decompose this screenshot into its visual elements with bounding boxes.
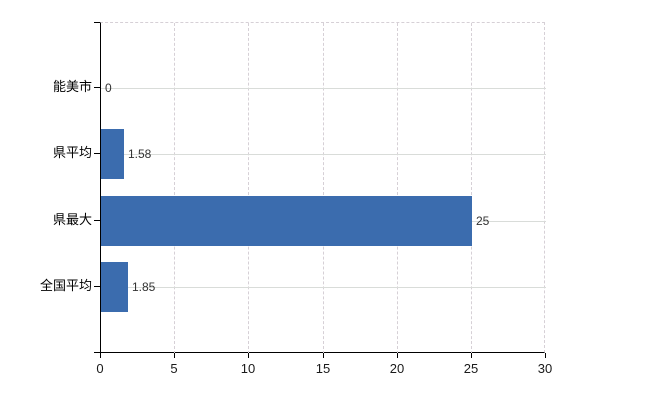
vertical-gridline — [471, 23, 472, 354]
bar-value-label: 1.85 — [132, 280, 156, 294]
y-axis-tick — [94, 87, 100, 88]
vertical-gridline — [397, 23, 398, 354]
y-axis-tick — [94, 286, 100, 287]
x-axis-tick — [471, 353, 472, 358]
vertical-gridline — [174, 23, 175, 354]
bar-value-label: 0 — [105, 81, 112, 95]
plot-area: 0 1.58 25 1.85 — [100, 22, 546, 354]
category-label: 全国平均 — [39, 278, 92, 293]
bar — [101, 129, 124, 179]
horizontal-gridline — [101, 154, 546, 155]
vertical-gridline — [323, 23, 324, 354]
x-axis-tick — [545, 353, 546, 358]
vertical-gridline — [248, 23, 249, 354]
x-axis-tick — [174, 353, 175, 358]
horizontal-gridline — [101, 88, 546, 89]
x-axis-tick-label: 5 — [170, 361, 178, 376]
x-axis-tick-label: 30 — [537, 361, 553, 376]
bar — [101, 196, 472, 246]
x-axis-tick — [248, 353, 249, 358]
bar-value-label: 25 — [476, 214, 490, 228]
category-label: 能美市 — [52, 79, 92, 94]
horizontal-gridline — [101, 287, 546, 288]
y-axis-tick — [94, 153, 100, 154]
x-axis-tick-label: 20 — [389, 361, 405, 376]
x-axis-tick — [323, 353, 324, 358]
category-label: 県平均 — [52, 145, 92, 160]
y-axis-tick — [94, 220, 100, 221]
x-axis-tick-label: 10 — [240, 361, 256, 376]
bar — [101, 262, 128, 312]
x-axis-tick-label: 25 — [463, 361, 479, 376]
x-axis-tick-label: 0 — [96, 361, 104, 376]
x-axis-tick — [100, 353, 101, 358]
x-axis-tick-label: 15 — [315, 361, 331, 376]
y-axis-end-tick — [94, 22, 100, 23]
bar-value-label: 1.58 — [128, 147, 152, 161]
x-axis-tick — [397, 353, 398, 358]
x-axis-origin-overhang — [94, 352, 100, 353]
category-label: 県最大 — [52, 212, 92, 227]
